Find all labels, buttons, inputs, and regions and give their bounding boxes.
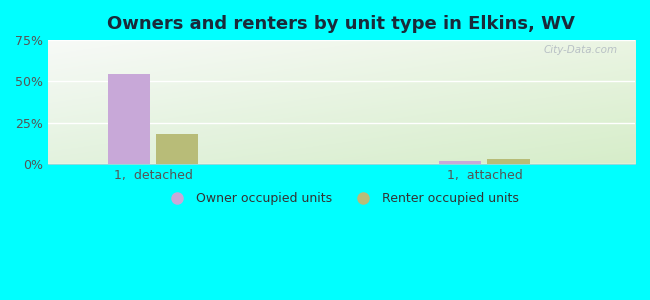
Legend: Owner occupied units, Renter occupied units: Owner occupied units, Renter occupied un… <box>159 187 523 210</box>
Title: Owners and renters by unit type in Elkins, WV: Owners and renters by unit type in Elkin… <box>107 15 575 33</box>
Bar <box>108 74 150 164</box>
Bar <box>488 159 530 164</box>
Bar <box>439 161 482 164</box>
Text: City-Data.com: City-Data.com <box>543 45 618 55</box>
Bar <box>156 134 198 164</box>
